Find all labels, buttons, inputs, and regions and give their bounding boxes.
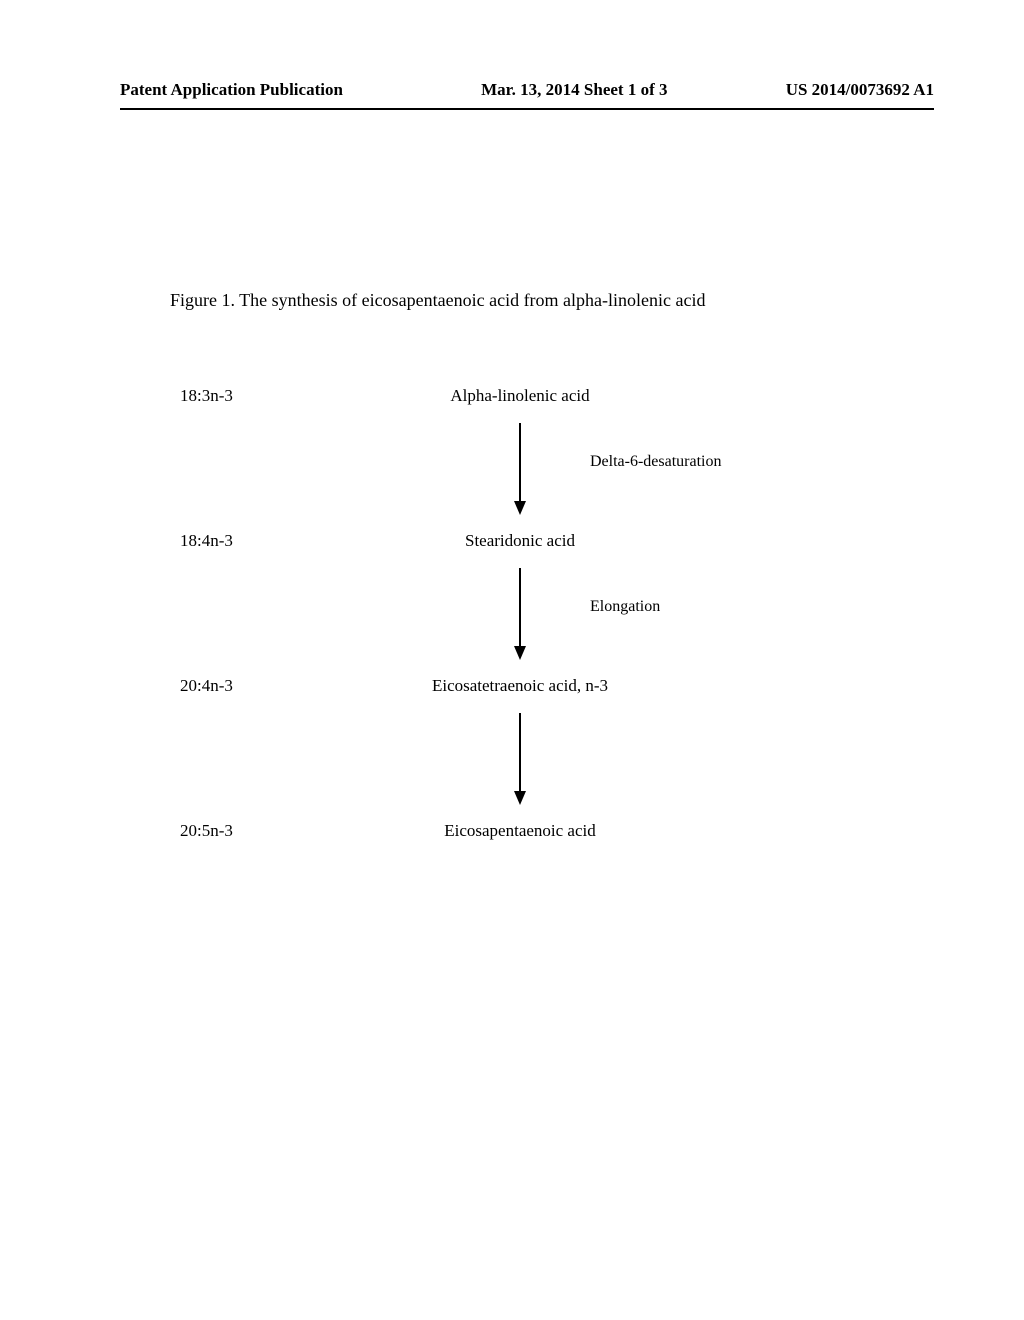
pathway-step: 18:4n-3 Stearidonic acid bbox=[180, 526, 934, 556]
reaction-step bbox=[180, 701, 934, 816]
compound-name: Eicosapentaenoic acid bbox=[400, 821, 640, 841]
pathway-step: 20:4n-3 Eicosatetraenoic acid, n-3 bbox=[180, 671, 934, 701]
header-publication: Patent Application Publication bbox=[120, 80, 343, 100]
pathway-step: 20:5n-3 Eicosapentaenoic acid bbox=[180, 816, 934, 846]
fatty-acid-notation: 18:4n-3 bbox=[180, 531, 340, 551]
compound-name: Eicosatetraenoic acid, n-3 bbox=[400, 676, 640, 696]
fatty-acid-notation: 18:3n-3 bbox=[180, 386, 340, 406]
fatty-acid-notation: 20:5n-3 bbox=[180, 821, 340, 841]
down-arrow-icon bbox=[510, 566, 530, 661]
fatty-acid-notation: 20:4n-3 bbox=[180, 676, 340, 696]
figure-caption: Figure 1. The synthesis of eicosapentaen… bbox=[170, 290, 934, 311]
reaction-step: Delta-6-desaturation bbox=[180, 411, 934, 526]
down-arrow-icon bbox=[510, 711, 530, 806]
compound-name: Stearidonic acid bbox=[400, 531, 640, 551]
reaction-step: Elongation bbox=[180, 556, 934, 671]
header-patent-number: US 2014/0073692 A1 bbox=[786, 80, 934, 100]
down-arrow-icon bbox=[510, 421, 530, 516]
pathway-step: 18:3n-3 Alpha-linolenic acid bbox=[180, 381, 934, 411]
synthesis-pathway-diagram: 18:3n-3 Alpha-linolenic acid Delta-6-des… bbox=[180, 381, 934, 846]
reaction-label: Delta-6-desaturation bbox=[590, 453, 722, 471]
compound-name: Alpha-linolenic acid bbox=[400, 386, 640, 406]
header-date-sheet: Mar. 13, 2014 Sheet 1 of 3 bbox=[481, 80, 667, 100]
page-header: Patent Application Publication Mar. 13, … bbox=[120, 80, 934, 100]
header-divider bbox=[120, 108, 934, 110]
reaction-label: Elongation bbox=[590, 598, 660, 616]
